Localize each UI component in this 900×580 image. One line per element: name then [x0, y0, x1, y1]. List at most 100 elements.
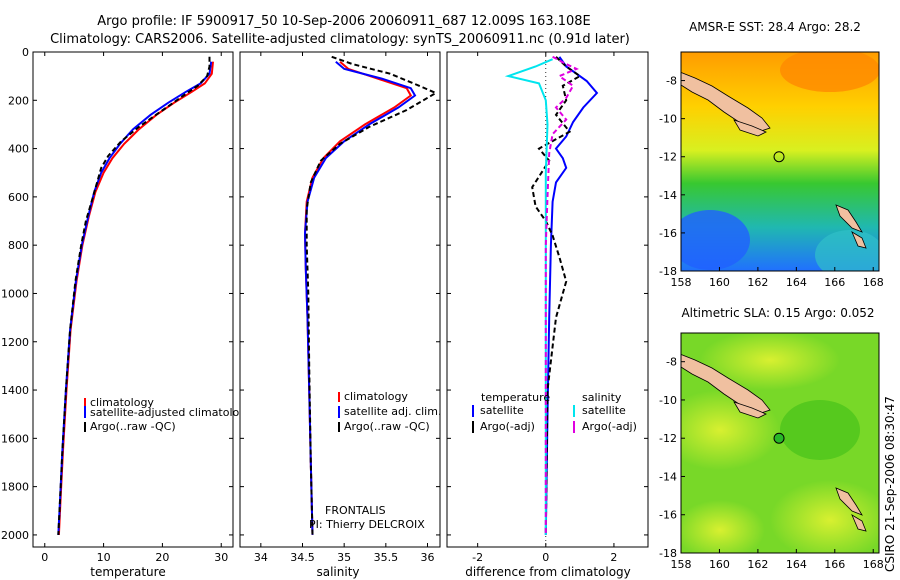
frontalis-label: FRONTALIS	[325, 504, 386, 517]
map-y-tick-label: -12	[659, 151, 677, 164]
y-tick-label: 0	[22, 46, 29, 59]
salinity-panel: 34 34.5 35 35.5 36 salinity climatology sate…	[239, 51, 441, 579]
map-x-tick-label: 160	[709, 558, 730, 571]
csiro-timestamp: CSIRO 21-Sep-2006 08:30:47	[883, 396, 897, 572]
sst-cool-patch-east	[815, 230, 879, 271]
map-y-tick-label: -18	[659, 265, 677, 278]
legend-label-climatology: climatology	[90, 396, 154, 409]
x-tick-label: 34	[254, 551, 268, 564]
map-x-tick-label: 166	[824, 276, 845, 289]
map-y-tick-label: -8	[666, 356, 677, 369]
salinity-xlabel: salinity	[316, 565, 359, 579]
sst-island-4	[851, 231, 867, 249]
sla-map-panel: Altimetric SLA: 0.15 Argo: 0.052 158 160 1…	[659, 306, 884, 571]
figure-title-line1: Argo profile: IF 5900917_50 10-Sep-2006 …	[97, 14, 591, 29]
y-tick-label: 1600	[1, 432, 29, 445]
x-tick-label: 0	[41, 551, 48, 564]
difference-panel: -2 0 2 difference from climatology tempera…	[446, 51, 649, 579]
difference-xlabel: difference from climatology	[465, 565, 631, 579]
sla-island-4	[851, 514, 867, 532]
map-x-tick-label: 164	[786, 558, 807, 571]
sla-map-ticks: 158 160 162 164 166 168 -8 -10 -12 -14 -16 -18	[659, 356, 884, 571]
x-tick-label: 10	[97, 551, 111, 564]
map-x-tick-label: 162	[747, 558, 768, 571]
y-tick-label: 1800	[1, 481, 29, 494]
salinity-ticks: 34 34.5 35 35.5 36	[240, 51, 440, 564]
sst-map-ticks: 158 160 162 164 166 168 -8 -10 -12 -14 -16 -18	[659, 75, 884, 289]
y-tick-label: 2000	[1, 529, 29, 542]
sst-island-chain	[681, 71, 771, 133]
pi-label: PI: Thierry DELCROIX	[309, 518, 425, 531]
sst-map-frame	[680, 51, 880, 272]
sla-map-overlays	[681, 333, 879, 553]
map-x-tick-label: 160	[709, 276, 730, 289]
x-tick-label: 35.5	[374, 551, 399, 564]
map-y-tick-label: -18	[659, 547, 677, 560]
map-y-tick-label: -10	[659, 394, 677, 407]
temperature-lines	[57, 56, 214, 535]
series-line	[57, 56, 211, 535]
x-tick-label: 0	[542, 551, 549, 564]
y-tick-label: 600	[8, 191, 29, 204]
salinity-lines	[303, 55, 439, 535]
map-x-tick-label: 164	[786, 276, 807, 289]
map-y-tick-label: -16	[659, 227, 677, 240]
sla-high-patch-4	[681, 500, 765, 553]
x-tick-label: 34.5	[290, 551, 315, 564]
map-y-tick-label: -14	[659, 470, 677, 483]
map-y-tick-label: -14	[659, 189, 677, 202]
sla-high-patch-2	[700, 333, 840, 390]
legend-label-sal-satellite: satellite	[582, 404, 626, 417]
map-x-tick-label: 158	[671, 276, 692, 289]
map-y-tick-label: -8	[666, 75, 677, 88]
x-tick-label: -2	[472, 551, 483, 564]
sla-island-chain	[681, 353, 771, 415]
legend-label-sal-argo: Argo(-adj)	[582, 420, 637, 433]
temperature-panel: 0 10 20 30 0 200 400 600 800 1000 1200 1400 1600 1800…	[1, 46, 253, 579]
difference-lines	[504, 55, 599, 535]
sst-island-2	[733, 119, 767, 137]
map-x-tick-label: 158	[671, 558, 692, 571]
sst-warm-patch	[780, 52, 879, 92]
figure-title-line2: Climatology: CARS2006. Satellite-adjuste…	[50, 32, 630, 47]
series-line	[544, 55, 579, 535]
legend-label-satellite-adjusted: satellite-adjusted climatology	[90, 406, 253, 419]
temperature-ticks: 0 10 20 30 0 200 400 600 800 1000 1200 1400 1600 1800…	[1, 46, 233, 564]
legend-label-argo: Argo(..raw -QC)	[90, 420, 176, 433]
x-tick-label: 35	[337, 551, 351, 564]
y-tick-label: 200	[8, 94, 29, 107]
y-tick-label: 400	[8, 143, 29, 156]
sst-map-title: AMSR-E SST: 28.4 Argo: 28.2	[689, 20, 861, 34]
sla-island-2	[733, 401, 767, 419]
y-tick-label: 800	[8, 239, 29, 252]
map-x-tick-label: 166	[824, 558, 845, 571]
sla-island-3	[835, 487, 863, 516]
map-y-tick-label: -16	[659, 509, 677, 522]
legend-label-climatology-2: climatology	[344, 390, 408, 403]
legend-header-salinity: salinity	[582, 391, 622, 404]
map-y-tick-label: -10	[659, 113, 677, 126]
sst-map-panel: AMSR-E SST: 28.4 Argo: 28.2	[659, 20, 884, 289]
series-line	[544, 56, 599, 535]
legend-label-temp-argo: Argo(-adj)	[480, 420, 535, 433]
sla-map-title: Altimetric SLA: 0.15 Argo: 0.052	[681, 306, 874, 320]
sst-cool-patch-west	[681, 210, 750, 270]
x-tick-label: 2	[610, 551, 617, 564]
sst-island-3	[835, 204, 863, 233]
y-tick-label: 1000	[1, 287, 29, 300]
difference-ticks: -2 0 2	[447, 51, 648, 564]
sla-high-patch-3	[770, 480, 879, 553]
series-line	[305, 55, 439, 535]
temperature-xlabel: temperature	[90, 565, 165, 579]
x-tick-label: 36	[421, 551, 435, 564]
y-tick-label: 1400	[1, 384, 29, 397]
legend-header-temperature: temperature	[481, 391, 550, 404]
legend-label-satellite-adj: satellite adj. clim.	[344, 405, 441, 418]
sla-low-patch	[780, 400, 860, 460]
sst-map-overlays	[681, 52, 879, 271]
x-tick-label: 20	[155, 551, 169, 564]
temperature-axes	[32, 51, 234, 548]
y-tick-label: 1200	[1, 336, 29, 349]
sla-map-frame	[680, 332, 880, 554]
